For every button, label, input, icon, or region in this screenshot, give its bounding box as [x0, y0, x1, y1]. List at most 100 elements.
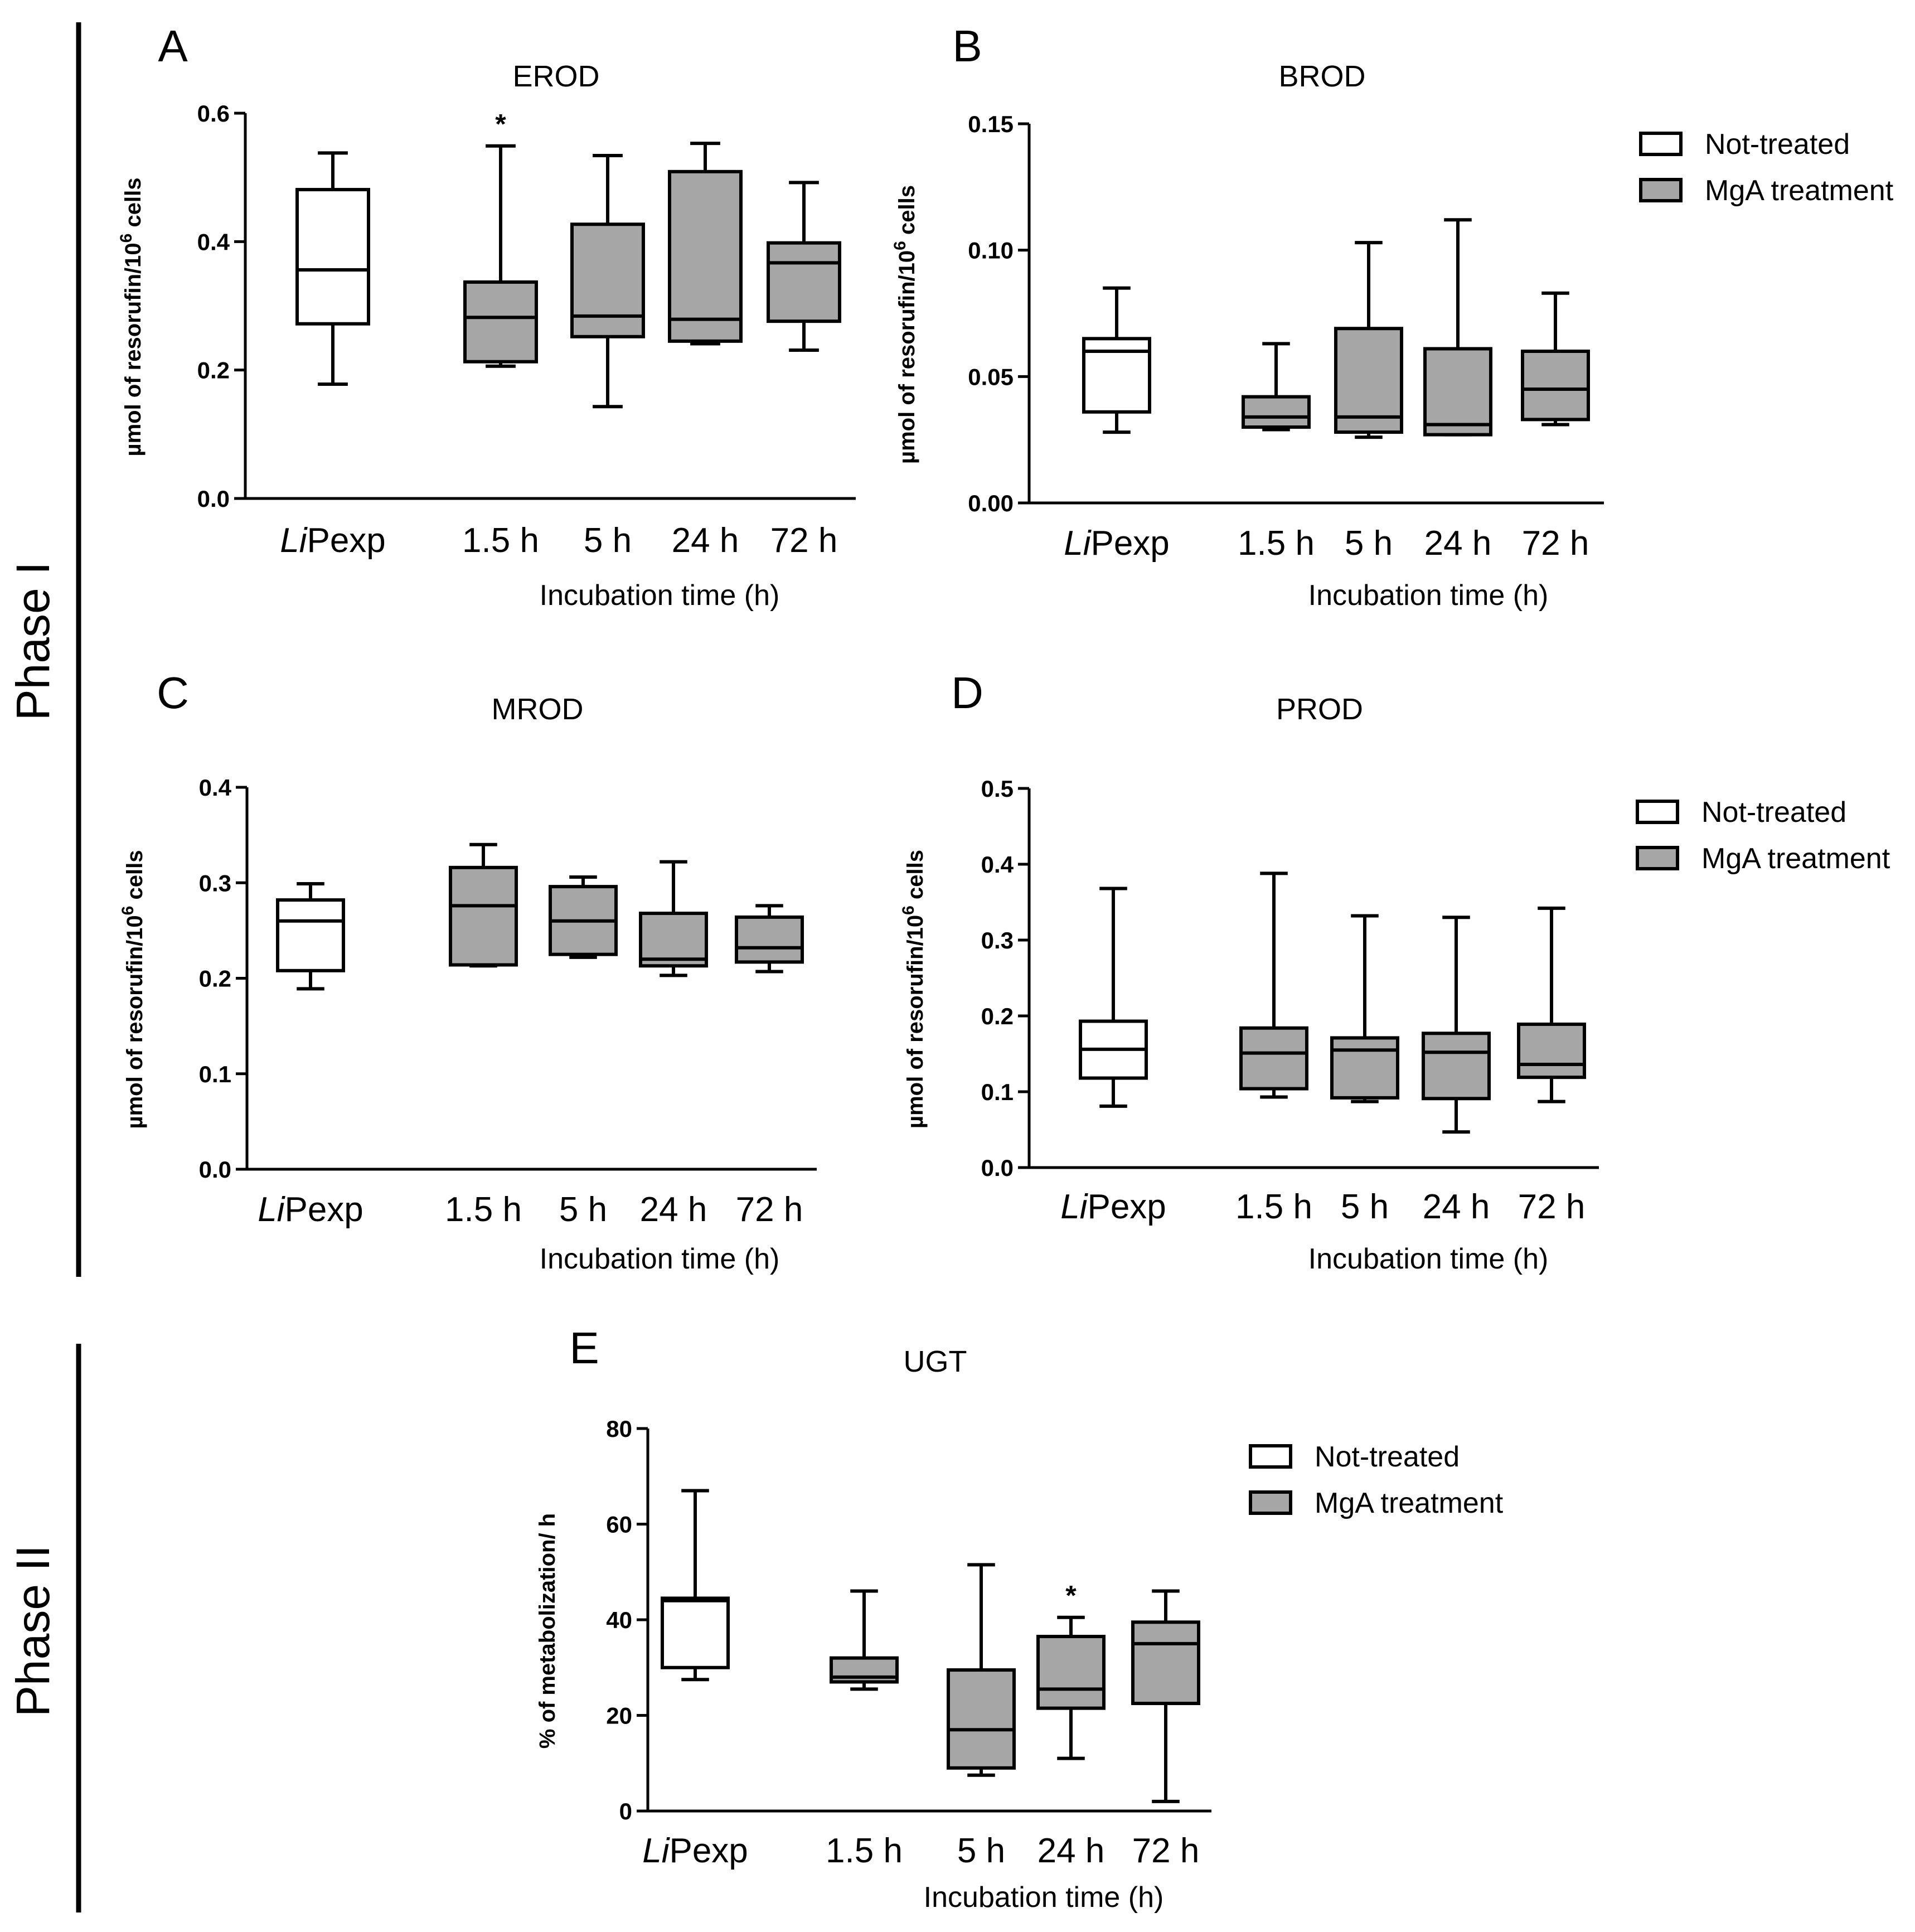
y-tick-label: 0.2 — [199, 966, 231, 992]
significance-asterisk: * — [495, 109, 506, 140]
x-category-label-italic: Li — [642, 1832, 670, 1870]
panel-a: A EROD 0.0 0.2 0.4 0.6 µmol of resorufin/106 c… — [117, 21, 856, 612]
box-4 — [639, 860, 708, 977]
y-axis-label-superscript: 6 — [119, 906, 137, 916]
x-axis-label: Incubation time (h) — [1308, 579, 1549, 612]
x-category-label: 1.5 h — [826, 1832, 903, 1870]
box-4 — [1036, 1615, 1106, 1760]
x-category-label: 1.5 h — [462, 521, 539, 560]
box-5 — [1521, 291, 1590, 427]
y-tick-label: 0.05 — [968, 364, 1014, 390]
box-iqr — [276, 898, 345, 972]
box-iqr — [767, 241, 841, 323]
y-axis-label-units: cells — [895, 185, 919, 241]
y-tick-label: 0.0 — [981, 1155, 1014, 1181]
box-iqr — [1334, 327, 1403, 434]
y-axis-label: µmol of resorufin/106 cells — [899, 850, 928, 1129]
panel-d: D PROD 0.0 0.1 0.2 0.3 0.4 0.5 µmol of resorufin… — [899, 668, 1890, 1275]
box-iqr — [639, 912, 708, 968]
box-5 — [767, 181, 841, 352]
box-iqr — [1423, 347, 1492, 437]
x-axis-label: Incubation time (h) — [540, 1243, 780, 1275]
box-2 — [830, 1589, 899, 1691]
y-axis-label-superscript: 6 — [899, 906, 918, 915]
box-1 — [1079, 887, 1148, 1108]
box-iqr — [463, 280, 538, 364]
y-tick-label: 0.4 — [199, 774, 232, 801]
y-tick-label: 0.15 — [968, 111, 1014, 137]
legend-swatch-mga — [1636, 846, 1679, 870]
panel-title: BROD — [1278, 60, 1365, 93]
y-tick-label: 40 — [606, 1607, 632, 1633]
x-category-label: 72 h — [1522, 524, 1589, 563]
box-3 — [1330, 914, 1399, 1103]
x-category-label: 72 h — [770, 521, 838, 560]
x-category-label: LiPexp — [280, 521, 386, 560]
x-category-label-rest: Pexp — [1087, 1188, 1166, 1226]
x-category-label: 72 h — [1132, 1832, 1200, 1870]
panel-letter: D — [951, 668, 983, 718]
legend: Not-treated MgA treatment — [1639, 128, 1894, 207]
x-category-label: 5 h — [584, 521, 632, 560]
x-category-label: 5 h — [1345, 524, 1393, 563]
box-2 — [463, 144, 538, 368]
box-iqr — [295, 188, 370, 326]
y-tick-label: 0.1 — [981, 1079, 1014, 1105]
y-axis-label-main: % of metabolization/ h — [535, 1513, 560, 1749]
box-iqr — [449, 865, 518, 967]
y-tick-label: 0.0 — [199, 1156, 231, 1183]
box-iqr — [1242, 395, 1311, 429]
y-tick-label: 0.4 — [981, 851, 1014, 878]
x-category-label-rest: Pexp — [307, 521, 385, 560]
box-3 — [947, 1563, 1016, 1777]
box-3 — [549, 875, 618, 959]
panel-letter: E — [569, 1323, 599, 1373]
box-iqr — [947, 1668, 1016, 1770]
phase-1-group: Phase I — [7, 22, 81, 1277]
y-axis-label: µmol of resorufin/106 cells — [119, 850, 147, 1129]
legend-swatch-not-treated — [1636, 800, 1679, 824]
panel-letter: A — [158, 21, 188, 71]
box-iqr — [735, 915, 804, 964]
box-iqr — [1422, 1032, 1491, 1101]
phase-2-group: Phase II — [7, 1344, 81, 1912]
x-category-label: 72 h — [1518, 1188, 1586, 1226]
x-category-label-italic: Li — [1060, 1188, 1088, 1226]
panel-title: PROD — [1276, 693, 1363, 726]
panel-letter: B — [952, 21, 982, 71]
x-category-label: 5 h — [1341, 1188, 1389, 1226]
phase-1-label: Phase I — [7, 562, 59, 721]
y-axis-label-main: µmol of resorufin/10 — [121, 243, 146, 456]
box-5 — [1517, 906, 1586, 1103]
y-axis-label-main: µmol of resorufin/10 — [123, 915, 147, 1129]
legend-label-not-treated: Not-treated — [1701, 796, 1846, 829]
box-4 — [1422, 916, 1491, 1134]
box-5 — [735, 904, 804, 974]
box-iqr — [1521, 350, 1590, 422]
x-category-label: 1.5 h — [1235, 1188, 1312, 1226]
y-axis-label: µmol of resorufin/106 cells — [117, 178, 146, 457]
box-iqr — [1239, 1026, 1308, 1091]
panel-c: C MROD 0.0 0.1 0.2 0.3 0.4 µmol of resorufin/10… — [119, 668, 817, 1275]
y-tick-label: 0 — [619, 1798, 632, 1824]
x-category-label-rest: Pexp — [669, 1832, 748, 1870]
panel-title: EROD — [512, 60, 599, 93]
box-4 — [668, 142, 743, 346]
x-category-label: 72 h — [736, 1190, 803, 1229]
x-category-label: 24 h — [1424, 524, 1492, 563]
y-axis-label-superscript: 6 — [891, 241, 909, 250]
box-5 — [1131, 1589, 1200, 1803]
legend: Not-treated MgA treatment — [1636, 796, 1890, 875]
legend-swatch-not-treated — [1639, 132, 1683, 156]
legend-label-mga: MgA treatment — [1315, 1487, 1504, 1519]
box-1 — [661, 1489, 730, 1682]
x-category-label: 1.5 h — [445, 1190, 522, 1229]
y-axis-label-units: cells — [121, 178, 146, 234]
legend-label-mga: MgA treatment — [1701, 842, 1890, 875]
y-tick-label: 0.00 — [968, 490, 1014, 516]
box-1 — [295, 151, 370, 386]
panel-title: UGT — [904, 1345, 967, 1378]
y-tick-label: 80 — [606, 1416, 632, 1442]
